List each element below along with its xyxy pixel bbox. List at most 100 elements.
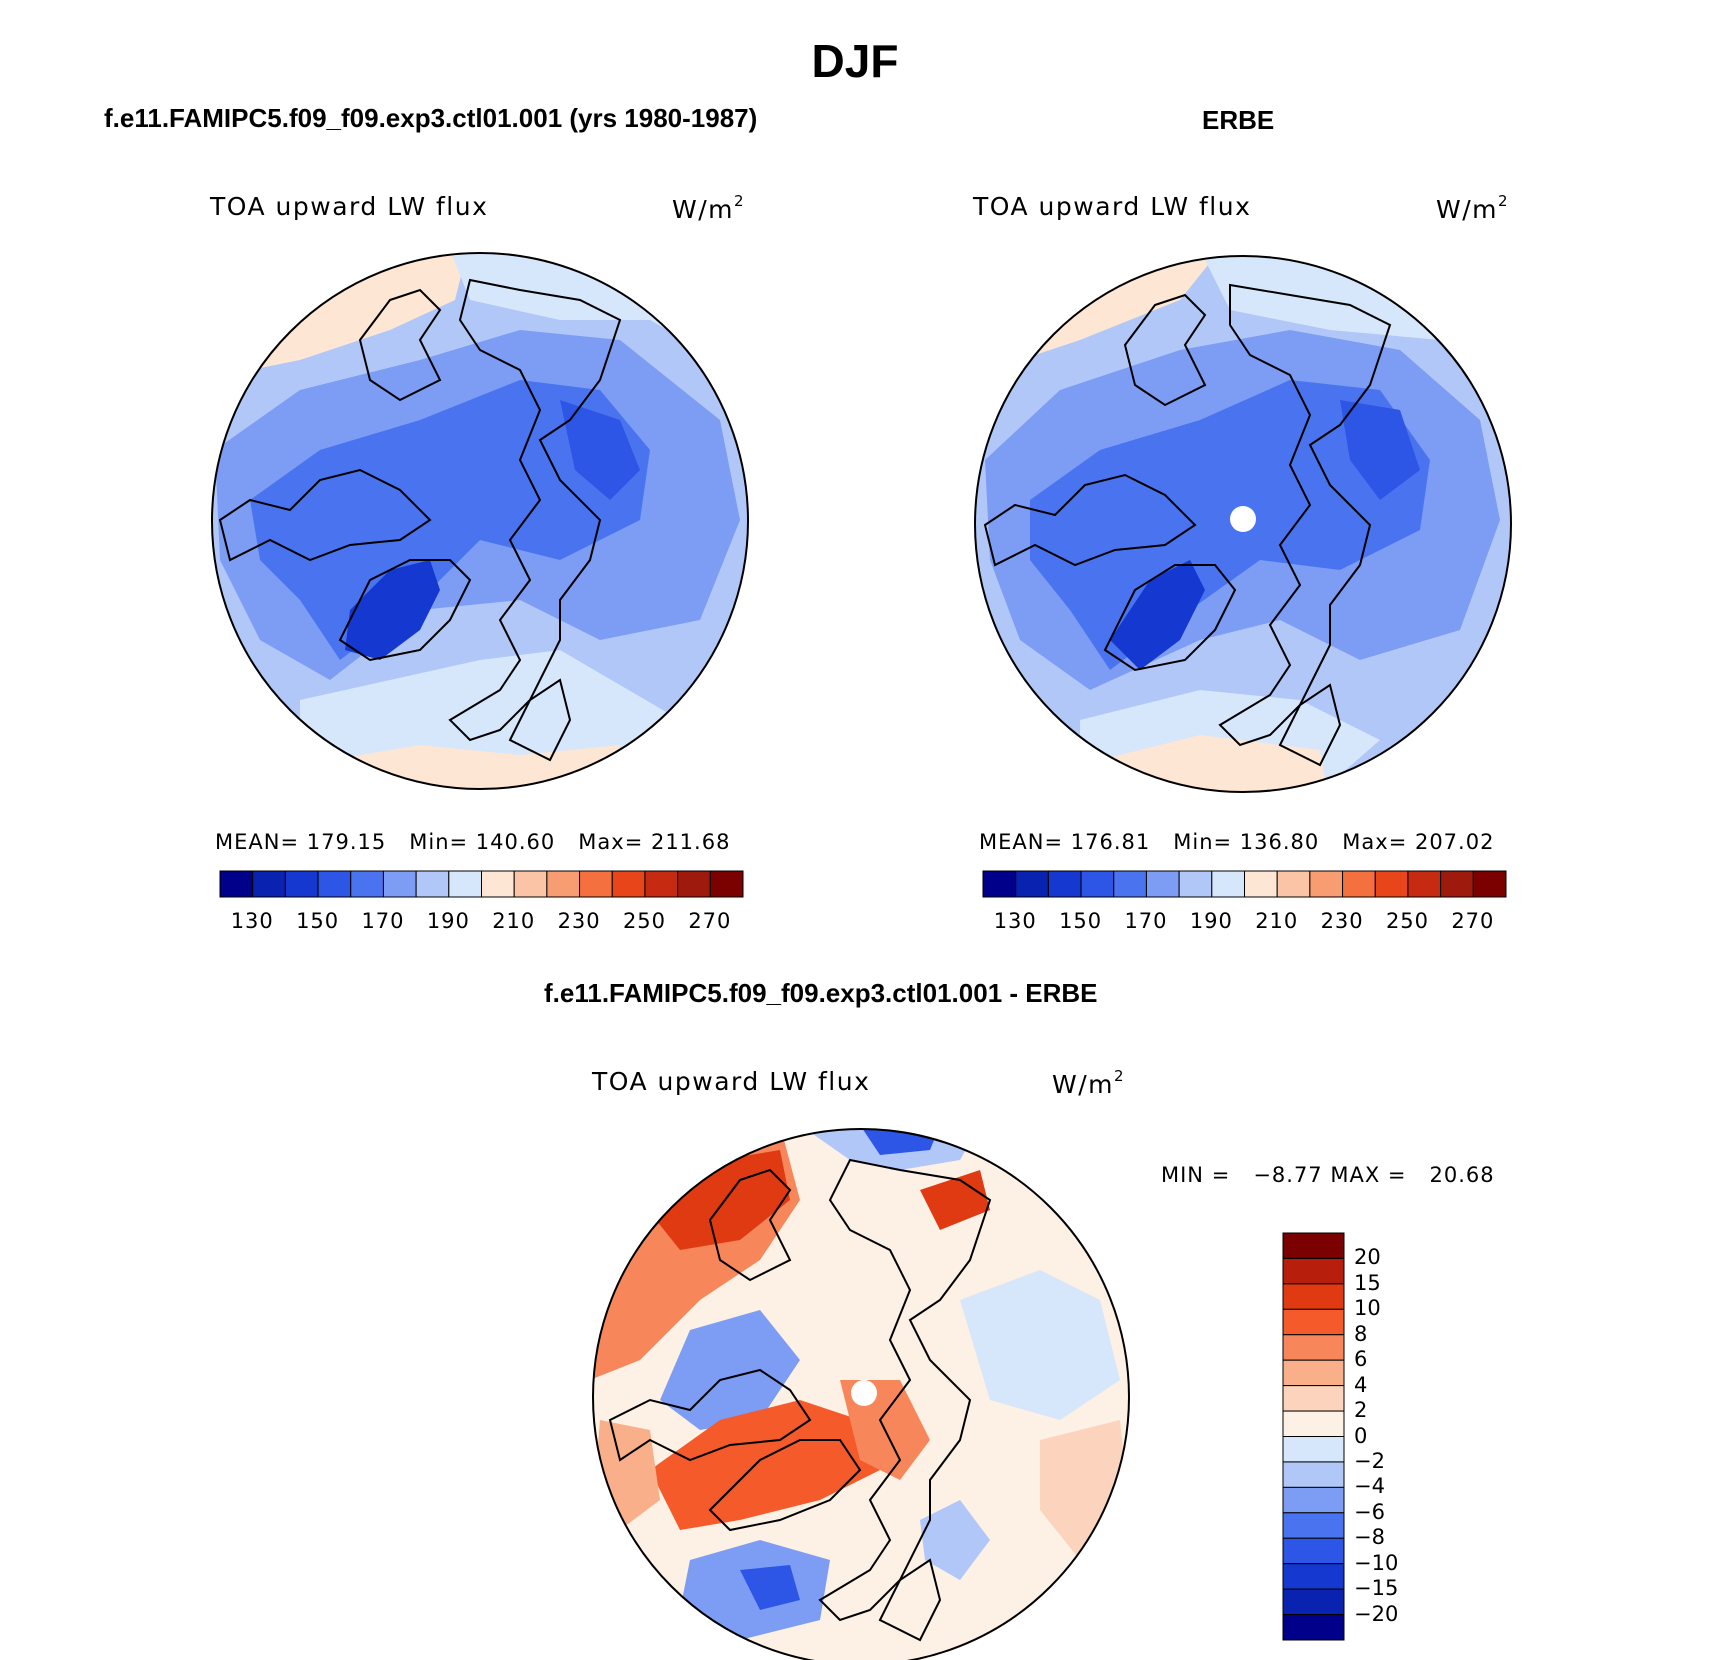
colorbar-tick-label: 170 bbox=[361, 909, 405, 933]
diff-shade-cool-se bbox=[920, 1500, 990, 1580]
panel-diff-title: f.e11.FAMIPC5.f09_f09.exp3.ctl01.001 - E… bbox=[544, 978, 1098, 1008]
colorbar-swatch bbox=[1282, 1436, 1345, 1463]
colorbar-swatch bbox=[1282, 1359, 1345, 1387]
colorbar-tick-label: −4 bbox=[1354, 1474, 1385, 1499]
colorbar-tick-label: 10 bbox=[1354, 1296, 1381, 1321]
colorbar-swatch bbox=[546, 870, 581, 898]
colorbar-tick-label: −20 bbox=[1354, 1601, 1399, 1626]
colorbar-tick-label: 4 bbox=[1354, 1372, 1368, 1397]
colorbar-swatch bbox=[1309, 870, 1344, 898]
colorbar-tick-label: −15 bbox=[1354, 1576, 1399, 1601]
colorbar-tick-label: 15 bbox=[1354, 1270, 1381, 1295]
colorbar-swatch bbox=[219, 870, 254, 898]
colorbar-tick-label: 8 bbox=[1354, 1321, 1368, 1346]
colorbar-swatch bbox=[1282, 1308, 1345, 1336]
colorbar-swatch bbox=[677, 870, 711, 898]
colorbar-tick-label: 270 bbox=[688, 909, 732, 933]
diff-shade-warm-greenland bbox=[650, 1400, 880, 1530]
diff-coast-greenland bbox=[708, 1439, 862, 1532]
obs-shade-deep2 bbox=[1340, 400, 1420, 500]
obs-coast-scandinavia bbox=[1278, 683, 1342, 767]
colorbar-swatch bbox=[1282, 1410, 1345, 1437]
colorbar-swatch bbox=[350, 870, 384, 898]
colorbar-tick-label: 130 bbox=[993, 909, 1037, 933]
colorbar-swatch bbox=[1282, 1486, 1345, 1514]
colorbar-swatch bbox=[1282, 1563, 1345, 1590]
panel-obs-stats: MEAN= 176.81 Min= 136.80 Max= 207.02 bbox=[979, 830, 1495, 854]
colorbar-tick-label: 130 bbox=[230, 909, 274, 933]
colorbar-swatch bbox=[1282, 1385, 1345, 1412]
colorbar-swatch bbox=[382, 870, 417, 898]
panel-diff-field-label: TOA upward LW flux bbox=[592, 1067, 871, 1096]
colorbar-swatch bbox=[1374, 870, 1409, 898]
colorbar-swatch bbox=[1342, 870, 1376, 898]
model-coast-greenland bbox=[338, 559, 472, 662]
colorbar-tick-label: −6 bbox=[1354, 1499, 1385, 1524]
colorbar-swatch bbox=[1015, 870, 1049, 898]
colorbar-tick-label: 230 bbox=[1320, 909, 1364, 933]
colorbar-swatch bbox=[1282, 1512, 1345, 1539]
colorbar-tick-label: 170 bbox=[1124, 909, 1168, 933]
panel-model-stats: MEAN= 179.15 Min= 140.60 Max= 211.68 bbox=[215, 830, 731, 854]
colorbar-tick-label: 0 bbox=[1354, 1423, 1368, 1448]
colorbar-swatch bbox=[644, 870, 679, 898]
colorbar-swatch bbox=[611, 870, 646, 898]
panel-model-title: f.e11.FAMIPC5.f09_f09.exp3.ctl01.001 (yr… bbox=[104, 103, 758, 133]
colorbar-tick-label: −2 bbox=[1354, 1448, 1385, 1473]
colorbar-tick-label: 20 bbox=[1354, 1245, 1381, 1270]
diff-polar-hole bbox=[851, 1380, 877, 1406]
colorbar-tick-label: −10 bbox=[1354, 1550, 1399, 1575]
colorbar-swatch bbox=[1282, 1334, 1345, 1361]
colorbar-swatch bbox=[415, 870, 450, 898]
model-coast-scandinavia bbox=[508, 678, 572, 762]
colorbar-swatch bbox=[1282, 1588, 1345, 1616]
diff-shade-warm-ne bbox=[920, 1170, 990, 1230]
colorbar-swatch bbox=[1178, 870, 1213, 898]
colorbar-swatch bbox=[317, 870, 352, 898]
panel-model-units: W/m2 bbox=[672, 192, 744, 224]
colorbar-swatch bbox=[1282, 1283, 1345, 1310]
colorbar-swatch bbox=[1282, 1232, 1345, 1259]
diff-coast-canada bbox=[608, 1368, 812, 1462]
obs-polar-hole bbox=[1230, 506, 1256, 532]
colorbar-tick-label: 190 bbox=[426, 909, 470, 933]
panel-model-field-label: TOA upward LW flux bbox=[210, 192, 489, 221]
colorbar-swatch bbox=[252, 870, 286, 898]
obs-coast-greenland bbox=[1103, 564, 1237, 672]
colorbar-tick-label: 210 bbox=[1255, 909, 1299, 933]
colorbar-swatch bbox=[1145, 870, 1180, 898]
colorbar-tick-label: 210 bbox=[492, 909, 536, 933]
colorbar-swatch bbox=[709, 870, 744, 898]
model-shade-strong bbox=[250, 380, 650, 660]
colorbar-swatch bbox=[579, 870, 613, 898]
panel-diff-units: W/m2 bbox=[1052, 1067, 1124, 1099]
panel-diff-stats: MIN = −8.77 MAX = 20.68 bbox=[1161, 1163, 1495, 1187]
diff-coast-eurasia bbox=[818, 1158, 992, 1622]
colorbar-swatch bbox=[1282, 1257, 1345, 1285]
colorbar-tick-label: 250 bbox=[622, 909, 667, 933]
obs-shade-strong bbox=[1030, 380, 1430, 670]
model-shade-deep bbox=[345, 560, 440, 660]
colorbar-swatch bbox=[1080, 870, 1115, 898]
model-coast-alaska bbox=[358, 288, 442, 402]
colorbar-swatch bbox=[1282, 1614, 1345, 1641]
panel-obs-title: ERBE bbox=[1202, 105, 1275, 135]
colorbar-tick-label: 6 bbox=[1354, 1347, 1368, 1372]
obs-coast-alaska bbox=[1123, 293, 1207, 407]
obs-coast-canada bbox=[983, 473, 1197, 567]
colorbar-tick-label: 150 bbox=[296, 909, 340, 933]
model-coast-eurasia bbox=[448, 278, 622, 742]
colorbar-swatch bbox=[284, 870, 319, 898]
diff-shade-cool-canada bbox=[660, 1310, 800, 1430]
colorbar-swatch bbox=[1282, 1461, 1345, 1488]
colorbar-tick-label: 2 bbox=[1354, 1398, 1368, 1423]
colorbar-tick-label: 270 bbox=[1451, 909, 1495, 933]
diff-shade-cool-e bbox=[960, 1270, 1120, 1420]
colorbar-tick-label: 190 bbox=[1189, 909, 1233, 933]
diff-coast-alaska bbox=[708, 1168, 792, 1282]
diff-shade-deep-sw bbox=[740, 1565, 800, 1610]
colorbar-swatch bbox=[1282, 1537, 1345, 1565]
